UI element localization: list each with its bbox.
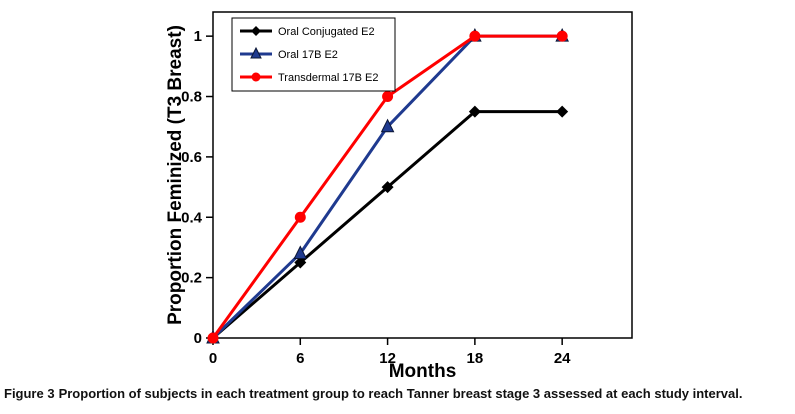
- y-tick-label: 1: [194, 28, 202, 45]
- marker-diamond: [381, 181, 394, 194]
- marker-circle: [251, 72, 261, 82]
- x-tick-label: 24: [554, 350, 571, 367]
- x-axis-title: Months: [389, 361, 457, 382]
- legend-label: Oral 17B E2: [278, 49, 338, 61]
- x-tick-label: 6: [296, 350, 304, 367]
- y-tick-label: 0: [194, 330, 202, 347]
- marker-diamond: [251, 26, 261, 36]
- chart: 0 0.2 0.4 0.6 0.8 1 0 6 12 18 24 Proportion Feminiz…: [165, 11, 633, 382]
- marker-diamond: [294, 256, 307, 269]
- y-tick-label: 0.8: [181, 89, 202, 106]
- marker-diamond: [468, 105, 481, 118]
- y-tick-label: 0.2: [181, 270, 202, 287]
- x-tick-label: 18: [467, 350, 484, 367]
- figure-caption-text: Proportion of subjects in each treatment…: [58, 386, 743, 401]
- chart-svg: 0 0.2 0.4 0.6 0.8 1 0 6 12 18 24 Proportion Feminiz…: [165, 11, 633, 382]
- x-tick-label: 0: [209, 350, 217, 367]
- marker-circle: [207, 332, 219, 344]
- y-tick-label: 0.4: [181, 209, 203, 226]
- marker-circle: [294, 211, 306, 223]
- figure-caption-label: Figure 3: [4, 386, 55, 401]
- figure-caption: Figure 3 Proportion of subjects in each t…: [0, 384, 795, 401]
- y-axis-title: Proportion Feminized (T3 Breast): [165, 25, 186, 325]
- legend: Oral Conjugated E2 Oral 17B E2 Transdermal…: [231, 17, 396, 92]
- legend-label: Transdermal 17B E2: [278, 72, 378, 84]
- marker-triangle: [380, 118, 395, 133]
- marker-diamond: [556, 105, 569, 118]
- y-tick-label: 0.6: [181, 149, 202, 166]
- marker-triangle: [250, 46, 262, 59]
- marker-circle: [382, 91, 394, 103]
- marker-triangle: [293, 245, 308, 259]
- legend-label: Oral Conjugated E2: [278, 26, 375, 38]
- marker-circle: [469, 30, 481, 42]
- marker-circle: [556, 30, 568, 42]
- x-tick-label: 12: [379, 350, 396, 367]
